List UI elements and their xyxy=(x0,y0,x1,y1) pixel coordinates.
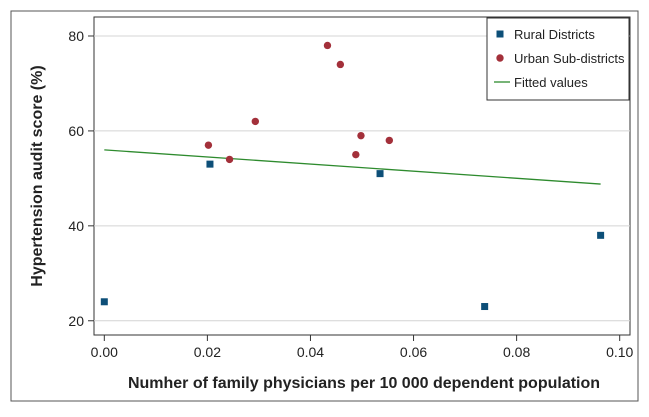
urban-subdistrict-point xyxy=(352,150,360,159)
fitted-lines xyxy=(104,149,601,185)
urban-subdistrict-point xyxy=(225,155,234,164)
y-tick-label: 20 xyxy=(68,313,84,329)
x-tick-label: 0.08 xyxy=(503,344,530,360)
rural-district-point xyxy=(206,160,214,168)
legend-label: Fitted values xyxy=(514,75,588,90)
legend-label: Rural Districts xyxy=(514,27,595,42)
x-tick-label: 0.04 xyxy=(297,344,324,360)
x-tick-label: 0.02 xyxy=(194,344,221,360)
legend-square-marker xyxy=(496,30,504,38)
x-axis: 0.00 0.02 0.04 0.06 0.08 0.10 xyxy=(91,335,634,360)
rural-district-point xyxy=(376,170,384,178)
urban-subdistrict-point xyxy=(323,41,332,50)
legend-label: Urban Sub-districts xyxy=(514,51,625,66)
x-axis-label: Numher of family physicians per 10 000 d… xyxy=(128,375,600,392)
legend-box xyxy=(486,17,630,101)
x-tick-label: 0.00 xyxy=(91,344,118,360)
x-tick-label: 0.10 xyxy=(606,344,633,360)
legend-circle-marker xyxy=(496,54,504,62)
urban-subdistrict-point xyxy=(251,117,260,126)
fitted-values-line xyxy=(104,149,601,185)
urban-subdistrict-point xyxy=(204,141,213,149)
rural-district-point xyxy=(100,298,108,306)
rural-district-point xyxy=(481,303,489,311)
y-axis: 20 40 60 80 xyxy=(68,28,94,329)
urban-subdistrict-point xyxy=(336,60,345,69)
urban-subdistrict-point xyxy=(385,136,394,145)
data-markers xyxy=(100,41,605,311)
x-tick-label: 0.06 xyxy=(400,344,427,360)
y-tick-label: 40 xyxy=(68,218,84,234)
y-axis-label: Hypertension audit score (%) xyxy=(29,65,46,286)
rural-district-point xyxy=(597,231,605,239)
y-tick-label: 60 xyxy=(68,123,84,139)
y-tick-label: 80 xyxy=(68,28,84,44)
legend: Rural Districts Urban Sub-districts Fitted… xyxy=(486,17,630,101)
urban-subdistrict-point xyxy=(357,131,365,140)
